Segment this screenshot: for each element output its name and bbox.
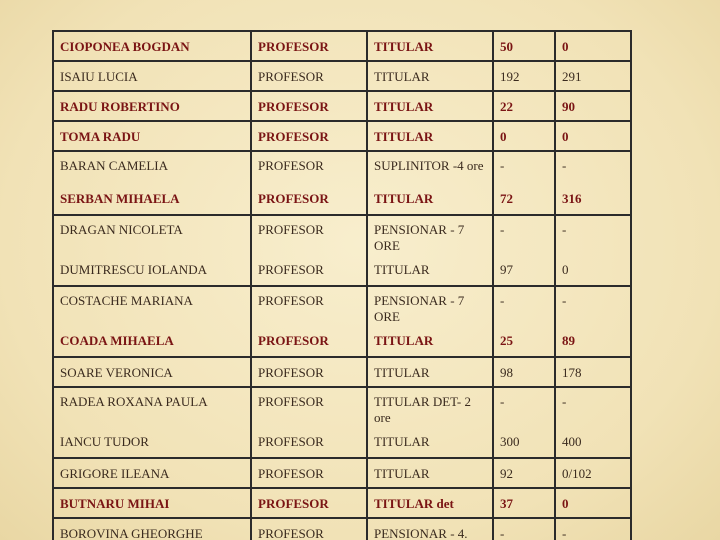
table-cell: PROFESOR (250, 325, 368, 358)
table-cell: 300 (492, 426, 556, 459)
table-cell: TITULAR (366, 90, 494, 122)
table-cell: TITULAR (366, 254, 494, 287)
table-cell: TITULAR (366, 120, 494, 152)
table-cell: 92 (492, 457, 556, 489)
table-cell: GRIGORE ILEANA (52, 457, 252, 489)
table-cell: - (554, 150, 632, 183)
table-cell: 0 (554, 30, 632, 62)
table-cell: TITULAR (366, 356, 494, 388)
table-cell: TITULAR (366, 457, 494, 489)
table-cell: PROFESOR (250, 356, 368, 388)
table-cell: - (554, 285, 632, 325)
table-cell: TITULAR (366, 60, 494, 92)
table-row: SOARE VERONICA PROFESOR TITULAR 98 178 (52, 356, 632, 388)
table-cell: TITULAR DET- 2 ore (366, 386, 494, 426)
table-cell: 90 (554, 90, 632, 122)
table-cell: SOARE VERONICA (52, 356, 252, 388)
table-cell: BOROVINA GHEORGHE (52, 517, 252, 540)
table-cell: SUPLINITOR -4 ore (366, 150, 494, 183)
table-row: IANCU TUDOR PROFESOR TITULAR 300 400 (52, 426, 632, 459)
table-row: GRIGORE ILEANA PROFESOR TITULAR 92 0/102 (52, 457, 632, 489)
table-cell: PENSIONAR - 7 ORE (366, 285, 494, 325)
table-cell: PROFESOR (250, 386, 368, 426)
table-cell: 89 (554, 325, 632, 358)
staff-table: CIOPONEA BOGDAN PROFESOR TITULAR 50 0 ISAIU L… (52, 30, 632, 540)
table-cell: 178 (554, 356, 632, 388)
table-row: BUTNARU MIHAI PROFESOR TITULAR det 37 0 (52, 487, 632, 519)
table-cell: CIOPONEA BOGDAN (52, 30, 252, 62)
table-row: RADU ROBERTINO PROFESOR TITULAR 22 90 (52, 90, 632, 122)
table-cell: PROFESOR (250, 457, 368, 489)
table-cell: PENSIONAR - 4. ORE (366, 517, 494, 540)
table-frame: CIOPONEA BOGDAN PROFESOR TITULAR 50 0 ISAIU L… (52, 30, 632, 540)
table-cell: PROFESOR (250, 150, 368, 183)
table-row: DRAGAN NICOLETA PROFESOR PENSIONAR - 7 ORE… (52, 214, 632, 254)
table-cell: COSTACHE MARIANA (52, 285, 252, 325)
table-row: ISAIU LUCIA PROFESOR TITULAR 192 291 (52, 60, 632, 92)
table-cell: 192 (492, 60, 556, 92)
table-cell: 400 (554, 426, 632, 459)
table-row: SERBAN MIHAELA PROFESOR TITULAR 72 316 (52, 183, 632, 216)
table-cell: PENSIONAR - 7 ORE (366, 214, 494, 254)
table-cell: 50 (492, 30, 556, 62)
table-cell: PROFESOR (250, 120, 368, 152)
table-cell: - (492, 214, 556, 254)
table-cell: COADA MIHAELA (52, 325, 252, 358)
table-cell: TITULAR det (366, 487, 494, 519)
table-cell: PROFESOR (250, 60, 368, 92)
table-cell: 25 (492, 325, 556, 358)
table-cell: PROFESOR (250, 214, 368, 254)
table-cell: PROFESOR (250, 90, 368, 122)
table-cell: DRAGAN NICOLETA (52, 214, 252, 254)
table-cell: 291 (554, 60, 632, 92)
table-row: BARAN CAMELIA PROFESOR SUPLINITOR -4 ore - - (52, 150, 632, 183)
table-cell: - (492, 150, 556, 183)
table-cell: TITULAR (366, 325, 494, 358)
table-cell: PROFESOR (250, 254, 368, 287)
table-cell: PROFESOR (250, 30, 368, 62)
table-cell: - (492, 386, 556, 426)
table-cell: TOMA RADU (52, 120, 252, 152)
table-cell: TITULAR (366, 426, 494, 459)
table-cell: - (492, 285, 556, 325)
table-cell: 37 (492, 487, 556, 519)
table-cell: 316 (554, 183, 632, 216)
table-cell: PROFESOR (250, 183, 368, 216)
table-row: COADA MIHAELA PROFESOR TITULAR 25 89 (52, 325, 632, 358)
table-cell: DUMITRESCU IOLANDA (52, 254, 252, 287)
table-row: COSTACHE MARIANA PROFESOR PENSIONAR - 7 OR… (52, 285, 632, 325)
table-cell: - (554, 517, 632, 540)
table-cell: IANCU TUDOR (52, 426, 252, 459)
table-cell: PROFESOR (250, 487, 368, 519)
table-cell: 0/102 (554, 457, 632, 489)
table-cell: ISAIU LUCIA (52, 60, 252, 92)
table-cell: PROFESOR (250, 517, 368, 540)
table-cell: PROFESOR (250, 285, 368, 325)
table-row: TOMA RADU PROFESOR TITULAR 0 0 (52, 120, 632, 152)
table-cell: PROFESOR (250, 426, 368, 459)
table-row: RADEA ROXANA PAULA PROFESOR TITULAR DET- 2… (52, 386, 632, 426)
table-row: BOROVINA GHEORGHE PROFESOR PENSIONAR - 4. … (52, 517, 632, 540)
table-cell: - (554, 214, 632, 254)
table-cell: SERBAN MIHAELA (52, 183, 252, 216)
table-cell: 72 (492, 183, 556, 216)
table-cell: 98 (492, 356, 556, 388)
table-cell: BARAN CAMELIA (52, 150, 252, 183)
table-cell: TITULAR (366, 183, 494, 216)
table-row: CIOPONEA BOGDAN PROFESOR TITULAR 50 0 (52, 30, 632, 62)
table-cell: RADU ROBERTINO (52, 90, 252, 122)
table-cell: BUTNARU MIHAI (52, 487, 252, 519)
table-cell: 0 (554, 487, 632, 519)
table-row: DUMITRESCU IOLANDA PROFESOR TITULAR 97 0 (52, 254, 632, 287)
table-cell: TITULAR (366, 30, 494, 62)
table-cell: 97 (492, 254, 556, 287)
table-cell: 0 (554, 120, 632, 152)
table-cell: - (554, 386, 632, 426)
table-cell: 0 (492, 120, 556, 152)
table-cell: RADEA ROXANA PAULA (52, 386, 252, 426)
table-cell: 22 (492, 90, 556, 122)
table-cell: - (492, 517, 556, 540)
table-cell: 0 (554, 254, 632, 287)
